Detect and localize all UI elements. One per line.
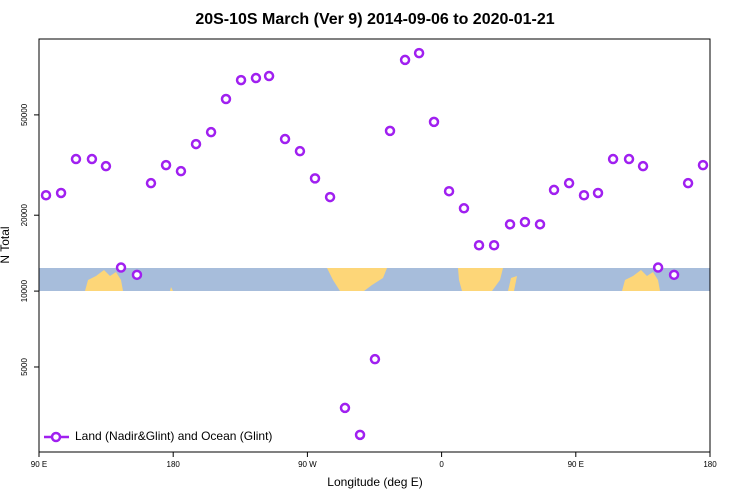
point xyxy=(55,187,67,199)
point xyxy=(131,269,143,281)
point xyxy=(294,145,306,157)
point xyxy=(637,160,649,172)
point xyxy=(309,173,321,184)
point xyxy=(279,133,291,145)
chart-title: 20S-10S March (Ver 9) 2014-09-06 to 2020… xyxy=(195,11,554,28)
legend-label: Land (Nadir&Glint) and Ocean (Glint) xyxy=(75,429,272,443)
point xyxy=(592,187,604,199)
point xyxy=(473,240,485,251)
point xyxy=(100,160,112,172)
point xyxy=(86,153,98,165)
point xyxy=(578,189,590,201)
x-tick-label: 0 xyxy=(439,460,444,469)
point xyxy=(190,138,202,150)
point xyxy=(519,216,531,228)
point xyxy=(220,93,232,105)
point xyxy=(384,125,396,137)
point xyxy=(668,269,680,281)
point xyxy=(682,177,694,189)
point xyxy=(623,153,635,165)
point xyxy=(563,177,575,189)
point xyxy=(697,159,709,171)
point xyxy=(205,126,217,138)
point xyxy=(369,353,381,365)
point xyxy=(428,116,440,128)
point xyxy=(354,429,366,441)
point xyxy=(443,185,455,197)
x-tick-label: 180 xyxy=(167,460,181,469)
legend-marker xyxy=(50,431,62,443)
point xyxy=(548,184,560,196)
x-tick-label: 90 W xyxy=(298,460,317,469)
y-tick-label: 50000 xyxy=(20,103,29,126)
point xyxy=(40,189,52,201)
point xyxy=(504,219,516,230)
y-axis-label: N Total xyxy=(0,226,12,263)
plot-frame xyxy=(38,38,711,453)
x-axis-label: Longitude (deg E) xyxy=(327,475,422,489)
point xyxy=(250,72,262,84)
point xyxy=(235,74,247,86)
x-tick-label: 180 xyxy=(703,460,717,469)
x-tick-label: 90 E xyxy=(568,460,584,469)
point xyxy=(488,240,500,251)
point xyxy=(145,177,157,189)
map-band xyxy=(39,268,710,291)
point xyxy=(70,153,82,165)
y-tick-label: 20000 xyxy=(20,204,29,227)
point xyxy=(324,191,336,203)
point xyxy=(175,165,187,177)
point xyxy=(652,262,664,273)
point xyxy=(607,153,619,165)
point xyxy=(115,262,127,273)
point xyxy=(399,54,411,66)
point xyxy=(534,219,546,230)
point xyxy=(160,159,172,171)
point xyxy=(339,402,351,414)
point xyxy=(413,47,425,59)
point xyxy=(263,70,275,82)
y-tick-label: 10000 xyxy=(20,279,29,302)
y-tick-label: 5000 xyxy=(20,358,29,376)
x-tick-label: 90 E xyxy=(31,460,47,469)
point xyxy=(458,203,470,214)
